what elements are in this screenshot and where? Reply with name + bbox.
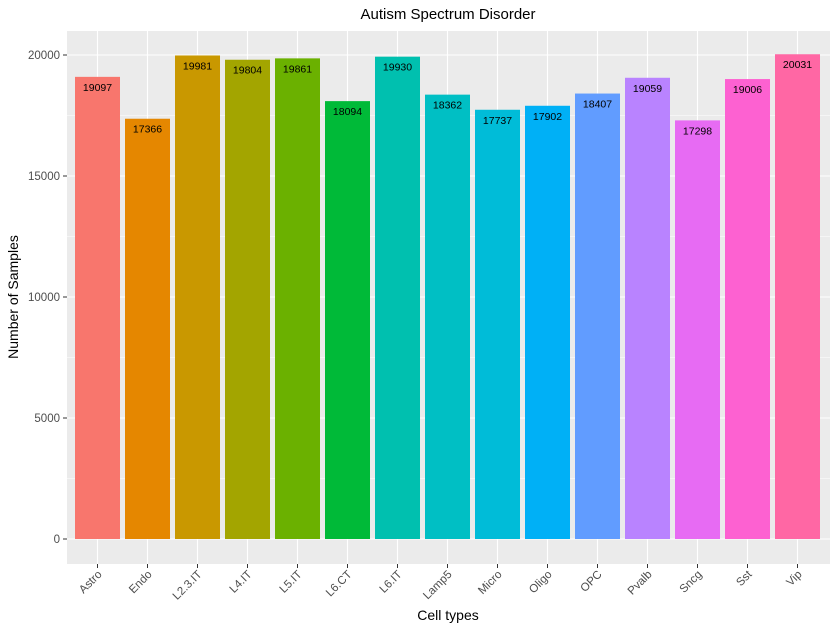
x-tick-label: Astro — [77, 569, 104, 596]
bar — [75, 76, 120, 539]
bar-value-label: 20031 — [783, 59, 812, 71]
bar-value-label: 19804 — [233, 65, 262, 77]
bar-value-label: 19981 — [183, 60, 212, 72]
bar-value-label: 19059 — [633, 83, 662, 95]
bar — [525, 105, 570, 539]
x-tick-label: Sst — [734, 568, 755, 589]
x-tick-label: L5.IT — [278, 569, 305, 596]
y-tick-label: 15000 — [28, 171, 60, 183]
bar-value-label: 18407 — [583, 99, 612, 111]
bar — [225, 59, 270, 540]
bar-value-label: 19930 — [383, 62, 412, 74]
bar-value-label: 19097 — [83, 82, 112, 94]
bar — [475, 109, 520, 540]
bar-value-label: 19006 — [733, 84, 762, 96]
bar — [625, 77, 670, 539]
bar-value-label: 19861 — [283, 63, 312, 75]
bar — [575, 93, 620, 539]
bar-value-label: 18362 — [433, 100, 462, 112]
bar — [275, 58, 320, 539]
bar-value-labels: 19097 17366 19981 19804 19861 18094 19930 18362… — [83, 59, 812, 137]
bar — [675, 120, 720, 539]
x-tick-label: L2.3.IT — [171, 569, 205, 603]
y-tick-label: 0 — [54, 534, 60, 546]
bar — [125, 118, 170, 539]
x-tick-label: Sncg — [678, 569, 705, 596]
bar — [325, 101, 370, 540]
bar — [775, 54, 820, 539]
x-tick-label: Vip — [785, 569, 805, 589]
x-tick-label: Lamp5 — [421, 569, 454, 602]
bar-value-label: 17737 — [483, 115, 512, 127]
bars — [75, 54, 820, 540]
bar — [725, 79, 770, 539]
x-axis: Astro Endo L2.3.IT L4.IT L5.IT L6.CT L6.IT Lamp… — [77, 564, 805, 603]
x-tick-label: Oligo — [527, 569, 554, 596]
x-tick-label: L6.IT — [378, 569, 405, 596]
bar-value-label: 17902 — [533, 111, 562, 123]
x-tick-label: L4.IT — [228, 569, 255, 596]
x-tick-label: Micro — [476, 569, 504, 597]
y-tick-label: 5000 — [34, 413, 60, 425]
x-tick-label: Endo — [127, 569, 154, 596]
bar — [425, 94, 470, 540]
x-axis-title: Cell types — [417, 607, 478, 623]
x-tick-label: Pvalb — [626, 569, 655, 598]
bar-value-label: 17366 — [133, 124, 162, 136]
bar — [175, 55, 220, 539]
y-tick-label: 10000 — [28, 292, 60, 304]
y-axis: 0 5000 10000 15000 20000 — [28, 50, 67, 546]
y-axis-title: Number of Samples — [5, 235, 21, 359]
bar — [375, 56, 420, 539]
x-tick-label: L6.CT — [324, 569, 355, 600]
chart-title: Autism Spectrum Disorder — [360, 6, 535, 23]
x-tick-label: OPC — [579, 569, 605, 595]
y-tick-label: 20000 — [28, 50, 60, 62]
bar-value-label: 18094 — [333, 106, 362, 118]
bar-value-label: 17298 — [683, 125, 712, 137]
